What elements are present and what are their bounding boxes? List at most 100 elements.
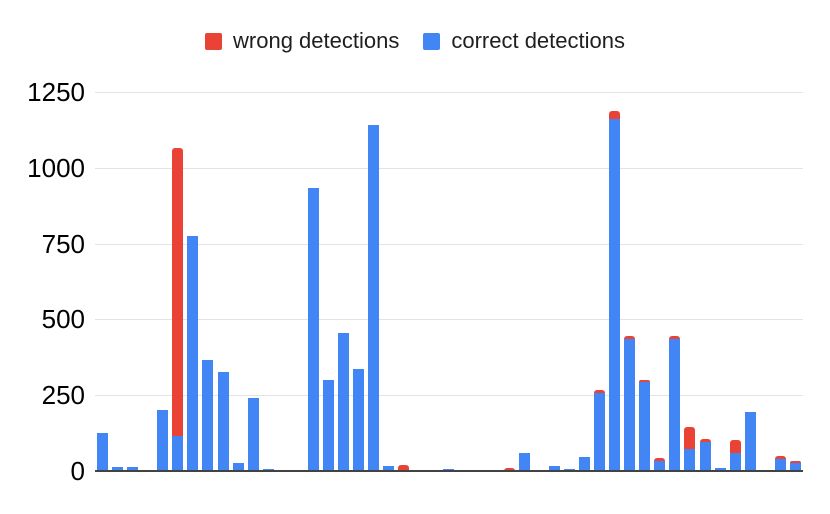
- bar-slot: [713, 92, 728, 471]
- bar-stack: [338, 333, 350, 471]
- bar-slot: [487, 92, 502, 471]
- bar-slot: [517, 92, 532, 471]
- bar-stack: [548, 466, 560, 471]
- gridline: [95, 395, 803, 397]
- bar-slot: [170, 92, 185, 471]
- legend-entry-correct-detections: correct detections: [423, 28, 625, 54]
- bar-segment-correct-detections: [262, 468, 274, 471]
- bar-slot: [321, 92, 336, 471]
- bar-segment-correct-detections: [127, 467, 139, 471]
- bar-stack: [579, 457, 591, 471]
- bar-slot: [682, 92, 697, 471]
- bar-stack: [368, 125, 380, 471]
- bar-slot: [95, 92, 110, 471]
- gridline: [95, 167, 803, 169]
- legend-entry-wrong-detections: wrong detections: [205, 28, 399, 54]
- bar-stack: [503, 467, 515, 471]
- bar-segment-correct-detections: [232, 463, 244, 471]
- bar-segment-correct-detections: [789, 463, 801, 471]
- bar-segment-correct-detections: [579, 457, 591, 471]
- bar-slot: [351, 92, 366, 471]
- legend-label-wrong: wrong detections: [233, 28, 400, 53]
- bar-segment-wrong-detections: [684, 427, 696, 450]
- bar-slot: [185, 92, 200, 471]
- bar-segment-wrong-detections: [624, 336, 636, 339]
- bar-stack: [187, 236, 199, 471]
- bar-slot: [366, 92, 381, 471]
- bar-segment-correct-detections: [548, 466, 560, 471]
- bar-slot: [667, 92, 682, 471]
- bar-segment-correct-detections: [353, 369, 365, 471]
- legend-swatch-correct-icon: [423, 32, 441, 50]
- bar-slot: [577, 92, 592, 471]
- bar-slot: [276, 92, 291, 471]
- bar-slot: [698, 92, 713, 471]
- bar-stack: [97, 433, 109, 471]
- y-tick-label: 1000: [27, 152, 85, 183]
- bar-segment-correct-detections: [247, 398, 259, 471]
- bar-segment-correct-detections: [368, 125, 380, 471]
- x-axis-line: [95, 470, 803, 472]
- bar-segment-correct-detections: [97, 433, 109, 471]
- bar-slot: [457, 92, 472, 471]
- bar-segment-wrong-detections: [774, 456, 786, 459]
- y-tick-label: 250: [41, 380, 85, 411]
- bar-stack: [443, 468, 455, 471]
- bar-segment-correct-detections: [729, 452, 741, 471]
- bar-segment-wrong-detections: [669, 336, 681, 339]
- bar-stack: [714, 468, 726, 471]
- bar-segment-wrong-detections: [594, 389, 606, 393]
- bar-segment-correct-detections: [217, 372, 229, 471]
- bars: [95, 92, 803, 471]
- gridline: [95, 319, 803, 321]
- bar-segment-correct-detections: [322, 380, 334, 471]
- bar-slot: [547, 92, 562, 471]
- bar-slot: [502, 92, 517, 471]
- bar-stack: [217, 372, 229, 471]
- gridline: [95, 243, 803, 245]
- bar-stack: [594, 389, 606, 471]
- bar-stack: [654, 458, 666, 471]
- bar-segment-correct-detections: [669, 338, 681, 471]
- bar-slot: [592, 92, 607, 471]
- bar-stack: [307, 187, 319, 471]
- bar-stack: [232, 463, 244, 471]
- bar-segment-correct-detections: [609, 119, 621, 471]
- y-tick-label: 1250: [27, 77, 85, 107]
- bar-segment-wrong-detections: [639, 379, 651, 383]
- bar-stack: [563, 468, 575, 471]
- bar-stack: [729, 439, 741, 471]
- bar-slot: [411, 92, 426, 471]
- bar-slot: [306, 92, 321, 471]
- bar-segment-wrong-detections: [398, 464, 410, 471]
- bar-slot: [652, 92, 667, 471]
- bar-segment-correct-detections: [654, 460, 666, 471]
- bar-slot: [758, 92, 773, 471]
- bar-slot: [231, 92, 246, 471]
- bar-slot: [773, 92, 788, 471]
- bar-stack: [202, 360, 214, 471]
- bar-segment-wrong-detections: [729, 439, 741, 453]
- bar-segment-wrong-detections: [699, 439, 711, 442]
- bar-slot: [607, 92, 622, 471]
- bar-segment-wrong-detections: [789, 461, 801, 464]
- y-tick-label: 0: [70, 456, 85, 486]
- y-tick-label: 500: [41, 304, 85, 335]
- bar-stack: [262, 468, 274, 471]
- bar-slot: [110, 92, 125, 471]
- bar-segment-correct-detections: [594, 392, 606, 471]
- bar-stack: [518, 452, 530, 471]
- bar-segment-wrong-detections: [609, 110, 621, 120]
- bar-segment-correct-detections: [639, 382, 651, 471]
- bar-stack: [383, 466, 395, 471]
- y-tick-label: 750: [41, 228, 85, 259]
- bar-segment-correct-detections: [744, 411, 756, 471]
- bar-stack: [744, 411, 756, 471]
- bar-stack: [624, 336, 636, 471]
- bar-stack: [774, 456, 786, 471]
- bar-segment-wrong-detections: [654, 458, 666, 461]
- bar-slot: [622, 92, 637, 471]
- bar-slot: [637, 92, 652, 471]
- bar-slot: [532, 92, 547, 471]
- bar-slot: [788, 92, 803, 471]
